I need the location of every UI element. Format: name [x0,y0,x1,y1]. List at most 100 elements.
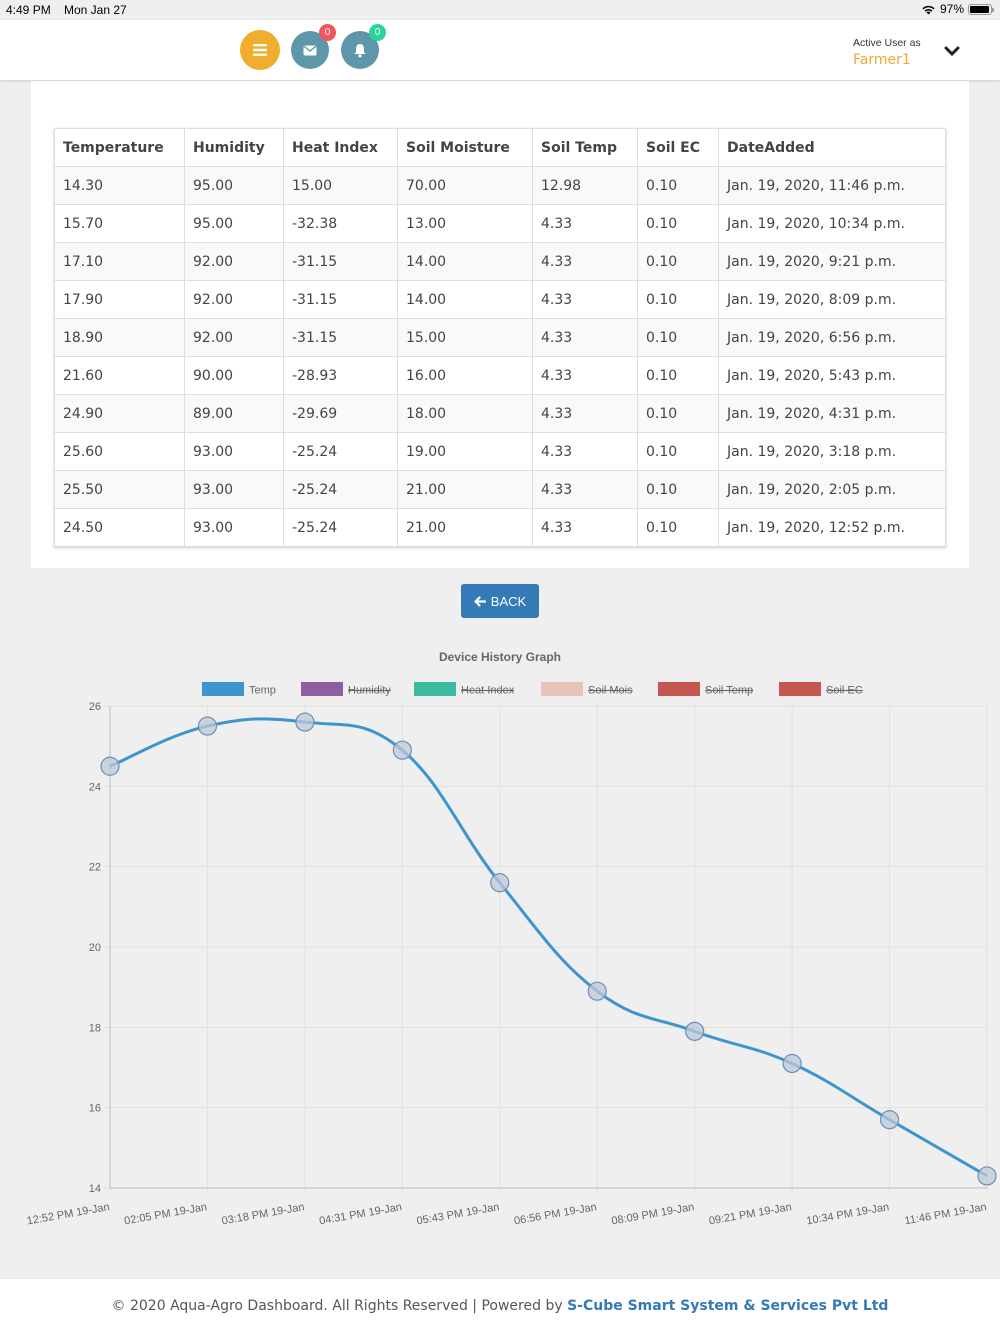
cell-date-added: Jan. 19, 2020, 12:52 p.m. [718,508,946,547]
col-date-added: DateAdded [718,128,946,167]
cell-temperature: 25.60 [54,432,185,471]
chevron-down-icon[interactable] [944,46,960,57]
cell-temperature: 18.90 [54,318,185,357]
wifi-icon [922,5,935,14]
cell-heat-index: -31.15 [283,242,398,281]
table-row: 21.60 90.00 -28.93 16.00 4.33 0.10 Jan. 19, 20… [54,356,946,395]
cell-temperature: 14.30 [54,166,185,205]
footer-brand-link[interactable]: S-Cube Smart System & Services Pvt Ltd [567,1298,889,1314]
cell-soil-temp: 4.33 [532,508,638,547]
back-label: BACK [490,593,527,609]
notifications-button[interactable]: 0 [341,24,386,69]
menu-button[interactable] [240,30,280,70]
col-heat-index: Heat Index [283,128,398,167]
cell-soil-moisture: 18.00 [397,394,533,433]
legend-swatch [541,682,583,696]
y-tick-label: 22 [89,862,101,874]
x-tick-label: 10:34 PM 19-Jan [805,1201,890,1227]
chart-title: Device History Graph [438,650,562,664]
cell-heat-index: -31.15 [283,318,398,357]
temp-data-point [879,1110,900,1130]
cell-temperature: 24.90 [54,394,185,433]
cell-soil-ec: 0.10 [637,318,719,357]
cell-humidity: 89.00 [184,394,284,433]
cell-soil-ec: 0.10 [637,166,719,205]
y-tick-label: 14 [89,1183,101,1195]
legend-label: Soil Mois [588,685,633,697]
status-right: 97% [921,2,994,16]
cell-soil-temp: 4.33 [532,394,638,433]
cell-soil-moisture: 15.00 [397,318,533,357]
active-user: Active User as Farmer1 [853,37,921,68]
col-humidity: Humidity [184,128,284,167]
status-date: Mon Jan 27 [64,3,127,17]
cell-soil-moisture: 13.00 [397,204,533,243]
cell-heat-index: -29.69 [283,394,398,433]
table-row: 15.70 95.00 -32.38 13.00 4.33 0.10 Jan. 19, 20… [54,204,946,243]
x-tick-label: 12:52 PM 19-Jan [26,1201,111,1227]
envelope-icon [303,44,317,55]
notifications-badge: 0 [369,24,386,41]
cell-soil-ec: 0.10 [637,394,719,433]
status-bar: 4:49 PM Mon Jan 27 97% [0,0,1000,20]
legend-label: Soil Temp [705,685,753,697]
cell-humidity: 90.00 [184,356,284,395]
x-tick-label: 03:18 PM 19-Jan [221,1201,306,1227]
legend-swatch [202,682,244,696]
footer-copyright: © 2020 Aqua-Agro Dashboard. All Rights R… [111,1298,568,1314]
legend-label: Humidity [348,685,391,697]
x-tick-label: 04:31 PM 19-Jan [318,1201,403,1227]
page-footer: © 2020 Aqua-Agro Dashboard. All Rights R… [0,1278,1000,1334]
cell-humidity: 95.00 [184,166,284,205]
y-tick-label: 20 [89,942,101,954]
temp-data-point [197,716,218,736]
messages-badge: 0 [319,24,336,41]
cell-soil-moisture: 14.00 [397,242,533,281]
col-temperature: Temperature [54,128,185,167]
bell-icon [354,43,366,57]
col-soil-moisture: Soil Moisture [397,128,533,167]
cell-date-added: Jan. 19, 2020, 6:56 p.m. [718,318,946,357]
cell-date-added: Jan. 19, 2020, 4:31 p.m. [718,394,946,433]
cell-heat-index: -25.24 [283,432,398,471]
status-time: 4:49 PM [6,3,51,17]
cell-soil-temp: 4.33 [532,432,638,471]
cell-temperature: 17.10 [54,242,185,281]
table-row: 24.90 89.00 -29.69 18.00 4.33 0.10 Jan. 19, 20… [54,394,946,433]
table-row: 25.50 93.00 -25.24 21.00 4.33 0.10 Jan. 19, 20… [54,470,946,509]
x-tick-label: 09:21 PM 19-Jan [708,1201,793,1227]
cell-date-added: Jan. 19, 2020, 2:05 p.m. [718,470,946,509]
temp-data-point [587,981,607,1001]
y-tick-label: 16 [89,1103,101,1115]
cell-date-added: Jan. 19, 2020, 8:09 p.m. [718,280,946,319]
legend-label: Soil EC [826,685,863,697]
cell-soil-temp: 12.98 [532,166,638,205]
cell-soil-ec: 0.10 [637,432,719,471]
cell-soil-temp: 4.33 [532,318,638,357]
menu-icon [253,44,267,56]
cell-date-added: Jan. 19, 2020, 10:34 p.m. [718,204,946,243]
back-button[interactable]: BACK [461,584,539,618]
cell-temperature: 24.50 [54,508,185,547]
col-soil-ec: Soil EC [637,128,719,167]
messages-button[interactable]: 0 [291,24,336,69]
legend-swatch [779,682,821,696]
cell-soil-moisture: 21.00 [397,508,533,547]
history-table: Temperature Humidity Heat Index Soil Moi… [54,128,946,547]
cell-soil-ec: 0.10 [637,356,719,395]
x-tick-label: 02:05 PM 19-Jan [123,1201,208,1227]
cell-soil-moisture: 70.00 [397,166,533,205]
table-row: 17.90 92.00 -31.15 14.00 4.33 0.10 Jan. 19, 20… [54,280,946,319]
table-row: 14.30 95.00 15.00 70.00 12.98 0.10 Jan. 19, 20… [54,166,946,205]
cell-heat-index: -31.15 [283,280,398,319]
cell-temperature: 17.90 [54,280,185,319]
table-header-row: Temperature Humidity Heat Index Soil Moi… [54,128,946,167]
cell-soil-temp: 4.33 [532,470,638,509]
table-row: 25.60 93.00 -25.24 19.00 4.33 0.10 Jan. 19, 20… [54,432,946,471]
cell-humidity: 93.00 [184,432,284,471]
cell-temperature: 25.50 [54,470,185,509]
temp-data-point [977,1166,997,1186]
cell-soil-ec: 0.10 [637,242,719,281]
col-soil-temp: Soil Temp [532,128,638,167]
cell-humidity: 93.00 [184,470,284,509]
